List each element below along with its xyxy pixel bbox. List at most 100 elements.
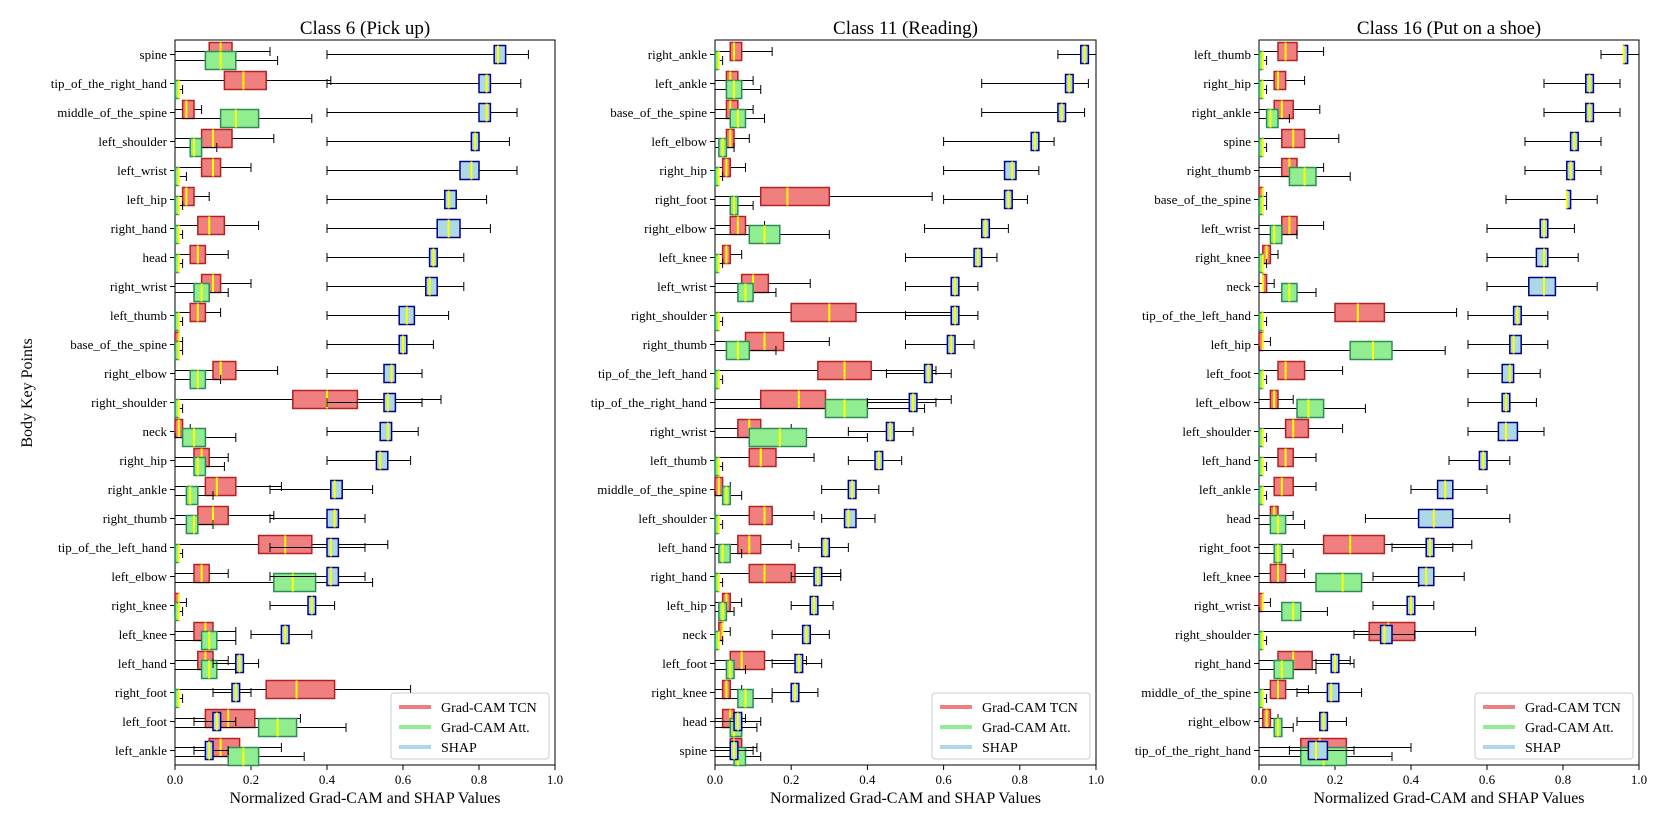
tcn-box: [1258, 70, 1306, 91]
tcn-box: [1258, 476, 1317, 497]
iqr-box: [478, 102, 492, 123]
tcn-box: [714, 360, 937, 381]
shap-box: [714, 740, 754, 761]
x-tick-label: 0.6: [935, 772, 952, 787]
att-box: [714, 369, 724, 390]
y-tick-label: left_elbow: [651, 134, 707, 149]
tcn-box: [1258, 418, 1344, 439]
att-box: [1258, 166, 1351, 187]
shap-box: [1372, 566, 1465, 587]
iqr-box: [1265, 108, 1279, 129]
y-tick-label: right_knee: [111, 598, 167, 613]
att-box: [174, 717, 347, 738]
att-box: [714, 137, 735, 158]
y-tick-label: right_thumb: [643, 337, 707, 352]
iqr-box: [718, 543, 731, 564]
legend-label: Grad-CAM TCN: [441, 701, 537, 716]
y-tick-label: right_shoulder: [1175, 627, 1251, 642]
att-box: [1258, 224, 1298, 245]
shap-box: [1467, 305, 1549, 326]
y-tick-label: right_wrist: [110, 279, 167, 294]
att-box: [174, 630, 237, 651]
att-box: [1258, 195, 1268, 216]
y-tick-label: spine: [1224, 134, 1252, 149]
tcn-box: [714, 186, 933, 207]
att-box: [1258, 311, 1268, 332]
y-tick-label: right_ankle: [648, 47, 707, 62]
iqr-box: [197, 215, 226, 236]
tcn-box: [714, 505, 815, 526]
x-tick-label: 0.8: [1012, 772, 1028, 787]
att-box: [1258, 79, 1268, 100]
iqr-box: [459, 160, 480, 181]
shap-box: [821, 479, 880, 500]
att-box: [714, 398, 926, 419]
panel-2: Class 11 (Reading) 0.0 0.2 0.4 0.6 0.8 1.0 Norm…: [591, 18, 1104, 807]
att-box: [174, 340, 184, 361]
y-tick-label: right_knee: [1195, 250, 1251, 265]
y-tick-label: left_hand: [658, 540, 708, 555]
shap-box: [866, 392, 937, 413]
att-box: [714, 166, 724, 187]
y-tick-label: base_of_the_spine: [610, 105, 707, 120]
y-tick-label: right_thumb: [1187, 163, 1251, 178]
iqr-box: [1003, 160, 1017, 181]
shap-box: [326, 131, 510, 152]
att-box: [714, 485, 743, 506]
shap-box: [1391, 537, 1454, 558]
att-box: [174, 166, 187, 187]
y-tick-label: left_thumb: [650, 453, 707, 468]
iqr-box: [1315, 572, 1363, 593]
y-tick-label: left_hip: [127, 192, 167, 207]
panel-title: Class 11 (Reading): [833, 18, 978, 39]
y-tick-label: left_foot: [122, 714, 167, 729]
y-tick-label: tip_of_the_right_hand: [1135, 743, 1252, 758]
att-box: [714, 456, 724, 477]
y-tick-label: right_shoulder: [631, 308, 707, 323]
x-tick-label: 0.8: [1555, 772, 1571, 787]
iqr-box: [1501, 363, 1515, 384]
iqr-box: [1509, 334, 1522, 355]
x-tick-label: 0.6: [395, 772, 412, 787]
iqr-box: [748, 505, 773, 526]
y-tick-label: head: [142, 250, 167, 265]
tcn-box: [174, 70, 332, 91]
shap-box: [326, 276, 465, 297]
iqr-box: [759, 389, 827, 410]
shap-box: [1353, 624, 1416, 645]
shap-box: [1486, 276, 1598, 297]
iqr-box: [200, 157, 222, 178]
att-box: [174, 50, 279, 71]
shap-box: [924, 218, 1009, 239]
iqr-box: [1379, 624, 1393, 645]
att-box: [174, 79, 184, 100]
att-box: [714, 340, 777, 361]
shap-box: [1486, 218, 1575, 239]
shap-box: [326, 44, 529, 65]
iqr-box: [1334, 302, 1386, 323]
iqr-box: [1535, 247, 1549, 268]
shap-box: [905, 247, 998, 268]
shap-box: [1296, 711, 1347, 732]
shap-box: [1057, 44, 1097, 65]
iqr-box: [478, 73, 492, 94]
x-tick-label: 0.2: [243, 772, 259, 787]
iqr-box: [181, 186, 195, 207]
x-tick-label: 0.0: [1251, 772, 1267, 787]
att-box: [714, 572, 724, 593]
att-box: [714, 427, 868, 448]
iqr-box: [1284, 418, 1310, 439]
att-box: [1258, 108, 1290, 129]
att-box: [174, 108, 313, 129]
legend-label: Grad-CAM TCN: [1525, 701, 1621, 716]
shap-box: [326, 363, 423, 384]
tcn-box: [174, 534, 389, 555]
tcn-box: [714, 563, 842, 584]
shap-box: [326, 189, 488, 210]
y-tick-label: tip_of_the_left_hand: [58, 540, 168, 555]
x-tick-label: 0.8: [471, 772, 487, 787]
iqr-box: [425, 276, 438, 297]
legend-box: [1474, 692, 1634, 760]
iqr-box: [204, 476, 237, 497]
shap-box: [1372, 595, 1435, 616]
